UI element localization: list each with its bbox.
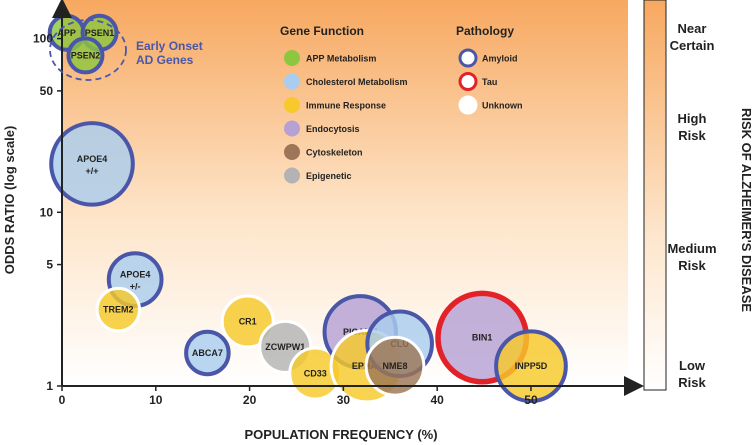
tick-layer: 0 10 20 30 40 50 1 5 10 50 100 bbox=[33, 32, 538, 407]
gene-bubble bbox=[220, 294, 275, 349]
risk-level-line1: Low bbox=[679, 358, 706, 373]
y-axis-label: ODDS RATIO (log scale) bbox=[2, 126, 17, 275]
early-onset-label-line1: Early Onset bbox=[136, 39, 203, 53]
risk-level-line1: High bbox=[678, 111, 707, 126]
legend-swatch bbox=[284, 73, 300, 90]
gene-label: INPP5D bbox=[515, 361, 548, 371]
x-tick-label: 10 bbox=[149, 393, 163, 407]
risk-title: RISK OF ALZHEIMER'S DISEASE bbox=[739, 108, 754, 312]
risk-level-line1: Medium bbox=[667, 241, 716, 256]
early-onset-outline bbox=[49, 19, 127, 81]
gene-bubble bbox=[364, 335, 426, 397]
gene-bubble bbox=[184, 329, 231, 377]
x-tick-label: 0 bbox=[59, 393, 66, 407]
legend-swatch bbox=[284, 167, 300, 184]
risk-level-line2: Risk bbox=[678, 128, 706, 143]
gene-bubble bbox=[49, 121, 135, 207]
legend-entry: Immune Response bbox=[306, 101, 386, 111]
gene-label: BIN1 bbox=[472, 333, 493, 343]
risk-level-line2: Certain bbox=[670, 38, 715, 53]
legend-swatch bbox=[284, 144, 300, 160]
gene-label: PSEN1 bbox=[85, 28, 115, 38]
bubble-layer: APP PSEN1 PSEN2 APOE4 +/+ APOE4 +/- TREM2 ABCA7 C… bbox=[47, 13, 568, 404]
legend-swatch bbox=[458, 95, 478, 115]
legend-entry: Endocytosis bbox=[306, 124, 360, 134]
gene-function-legend: APP Metabolism Cholesterol Metabolism Immu… bbox=[284, 50, 408, 184]
gene-label: APP bbox=[57, 28, 76, 38]
legend-swatch bbox=[284, 97, 300, 113]
gene-bubble bbox=[66, 36, 105, 75]
gene-label: NME8 bbox=[382, 361, 407, 371]
legend-entry: Cytoskeleton bbox=[306, 148, 363, 158]
gene-label: ABCA7 bbox=[192, 348, 223, 358]
x-axis-label: POPULATION FREQUENCY (%) bbox=[244, 427, 437, 442]
gene-label: CD33 bbox=[304, 369, 327, 379]
gene-label: CR1 bbox=[239, 317, 257, 327]
risk-gradient-bar bbox=[643, 0, 667, 391]
legend-entry: Cholesterol Metabolism bbox=[306, 77, 408, 87]
risk-labels: Near Certain High Risk Medium Risk Low Risk bbox=[667, 21, 716, 390]
legend-entry: Unknown bbox=[482, 101, 523, 111]
legend-entry: APP Metabolism bbox=[306, 54, 376, 64]
legend-swatch bbox=[458, 72, 478, 91]
risk-level-line2: Risk bbox=[678, 258, 706, 273]
gene-bubble bbox=[95, 286, 142, 333]
risk-level-line2: Risk bbox=[678, 375, 706, 390]
pathology-legend: Amyloid Tau Unknown bbox=[458, 48, 523, 115]
legend-swatch bbox=[284, 50, 300, 66]
y-tick-label: 1 bbox=[46, 379, 53, 393]
gene-bubble bbox=[494, 329, 568, 404]
gene-function-legend-title: Gene Function bbox=[280, 24, 364, 38]
x-tick-label: 40 bbox=[430, 393, 444, 407]
legend-swatch bbox=[284, 120, 300, 137]
x-tick-label: 50 bbox=[524, 393, 538, 407]
legend-entry: Tau bbox=[482, 77, 497, 87]
y-tick-label: 50 bbox=[40, 84, 54, 98]
gene-label: APOE4 bbox=[120, 270, 151, 280]
gene-label: PSEN2 bbox=[71, 50, 101, 60]
x-tick-label: 20 bbox=[243, 393, 257, 407]
legend-entry: Epigenetic bbox=[306, 171, 352, 181]
early-onset-label-line2: AD Genes bbox=[136, 53, 194, 67]
legend-entry: Amyloid bbox=[482, 54, 518, 64]
y-tick-label: 5 bbox=[46, 258, 53, 272]
gene-genotype-label: +/+ bbox=[86, 166, 99, 176]
risk-level-line1: Near bbox=[678, 21, 707, 36]
gene-label: TREM2 bbox=[103, 305, 134, 315]
gene-label: ZCWPW1 bbox=[265, 342, 305, 352]
gene-genotype-label: +/- bbox=[130, 282, 141, 292]
y-tick-label: 100 bbox=[33, 32, 53, 46]
pathology-legend-title: Pathology bbox=[456, 24, 514, 38]
x-tick-label: 30 bbox=[337, 393, 351, 407]
gene-label: APOE4 bbox=[77, 154, 108, 164]
y-tick-label: 10 bbox=[40, 205, 54, 219]
legend-swatch bbox=[458, 48, 478, 68]
